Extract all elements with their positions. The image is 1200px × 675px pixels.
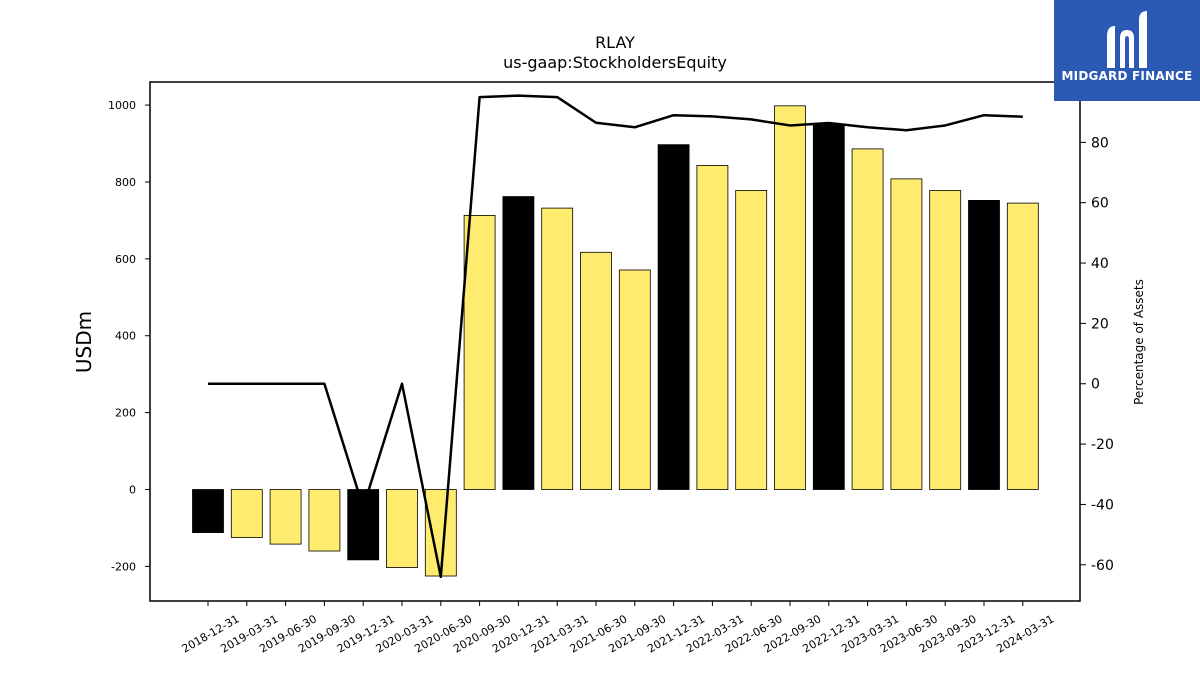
y-right-tick-label: 20 — [1091, 316, 1109, 332]
right-axis: -60 -40 -20 0 20 40 60 80 — [1080, 135, 1114, 574]
y-tick-label: 1000 — [108, 99, 136, 112]
bar — [541, 207, 574, 490]
y-right-tick-label: 40 — [1091, 256, 1109, 272]
chart-title: RLAY — [595, 33, 635, 52]
bar — [192, 489, 224, 533]
y-tick-label: 400 — [115, 330, 136, 343]
y-tick-label: 200 — [115, 407, 136, 420]
brand-name: MIDGARD FINANCE — [1061, 69, 1193, 83]
bar — [308, 489, 341, 552]
bar — [230, 489, 263, 538]
bar — [929, 190, 962, 490]
bar — [386, 489, 418, 568]
y-right-tick-label: 60 — [1091, 196, 1109, 212]
y-right-tick-label: 80 — [1091, 135, 1109, 151]
y-tick-label: 0 — [129, 484, 136, 497]
percentage-line — [208, 94, 1023, 579]
y-tick-label: 800 — [115, 176, 136, 189]
y-tick-label: -200 — [111, 560, 136, 573]
midgard-logo-icon — [1107, 11, 1147, 68]
bars-group — [192, 105, 1039, 577]
y-right-tick-label: 0 — [1091, 377, 1100, 393]
bar — [347, 489, 380, 561]
bar — [812, 123, 845, 490]
bar — [657, 144, 690, 490]
bar — [774, 105, 806, 490]
y-right-tick-label: -60 — [1091, 558, 1114, 574]
bar — [1006, 202, 1039, 490]
y-right-tick-label: -40 — [1091, 497, 1114, 513]
plot-frame — [149, 81, 1081, 602]
y-axis-label-right: Percentage of Assets — [1132, 279, 1146, 405]
bar — [890, 178, 923, 490]
left-axis: -200 0 200 400 600 800 1000 — [108, 99, 150, 573]
bar — [735, 190, 768, 490]
y-axis-label-left: USDm — [72, 311, 96, 373]
bar — [851, 148, 884, 490]
bar — [463, 215, 496, 490]
bar — [618, 269, 651, 490]
chart-subtitle: us-gaap:StockholdersEquity — [503, 53, 727, 72]
y-tick-label: 600 — [115, 253, 136, 266]
brand-logo: MIDGARD FINANCE — [1054, 0, 1200, 101]
bar — [269, 489, 302, 545]
bar — [968, 200, 1000, 490]
bar — [696, 165, 729, 490]
bar — [502, 196, 535, 490]
y-right-tick-label: -20 — [1091, 437, 1114, 453]
line-group — [208, 94, 1023, 579]
x-axis: 2018-12-312019-03-312019-06-302019-09-30… — [180, 601, 1056, 656]
bar — [580, 251, 612, 490]
